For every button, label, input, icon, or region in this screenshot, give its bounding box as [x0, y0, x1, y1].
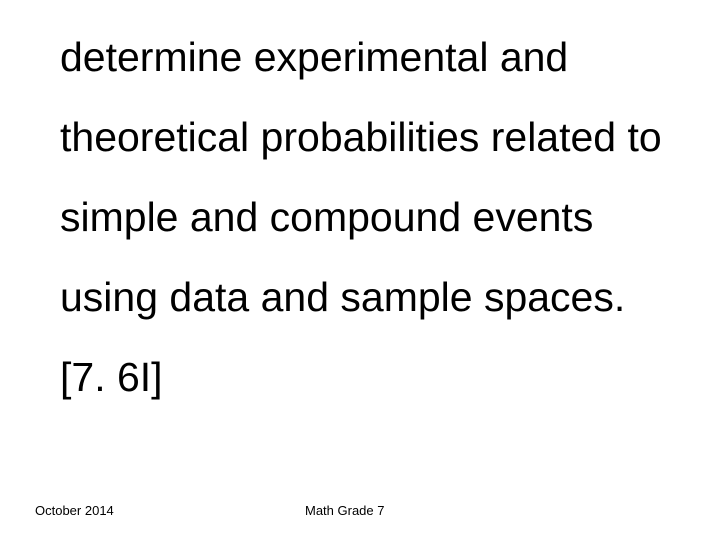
footer-title: Math Grade 7 [305, 503, 385, 518]
slide-body-text: determine experimental and theoretical p… [60, 18, 680, 418]
footer-date: October 2014 [35, 503, 114, 518]
